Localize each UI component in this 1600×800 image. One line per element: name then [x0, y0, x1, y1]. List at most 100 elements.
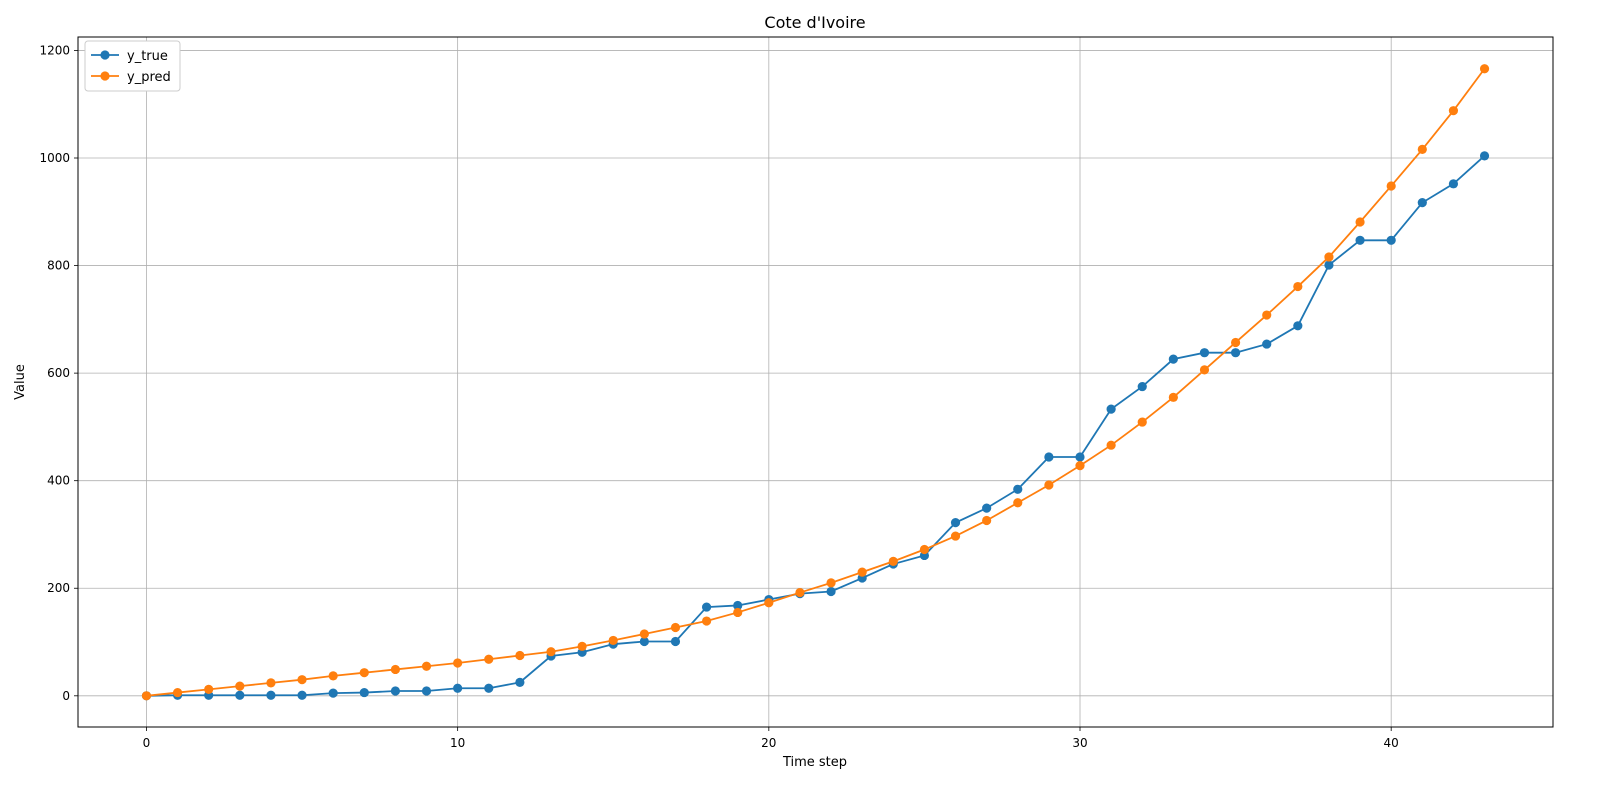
- data-point: [1199, 365, 1210, 375]
- data-point: [1324, 252, 1334, 262]
- data-point: [484, 683, 494, 693]
- data-point: [1106, 440, 1116, 450]
- data-point: [266, 690, 276, 700]
- series-line: [146, 155, 1486, 697]
- data-point: [297, 690, 307, 700]
- data-point: [1417, 198, 1427, 208]
- x-tick-label: 10: [450, 736, 465, 750]
- x-tick-label: 40: [1384, 736, 1399, 750]
- data-point: [172, 687, 183, 698]
- data-point: [390, 686, 401, 696]
- data-point: [421, 661, 432, 671]
- data-point: [515, 650, 525, 661]
- data-point: [328, 688, 338, 698]
- data-point: [204, 684, 214, 694]
- series-line: [146, 68, 1486, 697]
- y-tick-label: 600: [47, 366, 70, 380]
- data-point: [733, 600, 743, 611]
- legend-marker: [100, 50, 110, 60]
- x-axis-ticks: 0 10 20 30 40: [143, 727, 1399, 750]
- plot-frame: [77, 36, 1554, 728]
- data-point: [1479, 64, 1490, 74]
- data-point: [701, 616, 712, 626]
- data-point: [1262, 339, 1272, 349]
- legend: y_true y_pred: [84, 40, 181, 92]
- data-point: [1075, 461, 1085, 471]
- data-point: [701, 602, 712, 612]
- data-point: [1044, 452, 1054, 462]
- x-tick-label: 30: [1072, 736, 1087, 750]
- data-point: [359, 668, 369, 678]
- legend-label: y_pred: [127, 70, 171, 85]
- data-point: [297, 675, 307, 685]
- data-point: [484, 654, 494, 664]
- data-point: [1106, 404, 1116, 414]
- series-y_pred: [141, 64, 1490, 701]
- x-tick-label: 20: [761, 736, 776, 750]
- legend-marker: [100, 71, 110, 81]
- data-point: [1230, 348, 1241, 358]
- data-point: [235, 681, 245, 691]
- data-point: [235, 690, 245, 700]
- data-point: [1386, 181, 1396, 191]
- data-point: [1293, 281, 1303, 292]
- data-point: [1137, 381, 1147, 392]
- data-point: [1324, 260, 1334, 270]
- data-point: [1168, 354, 1178, 364]
- y-axis-label: Value: [13, 364, 28, 400]
- data-point: [1355, 217, 1365, 227]
- data-point: [857, 567, 867, 577]
- data-point: [546, 647, 556, 657]
- y-tick-label: 400: [47, 474, 70, 488]
- data-point: [919, 544, 930, 555]
- data-point: [733, 607, 743, 618]
- legend-label: y_true: [127, 49, 168, 64]
- data-point: [608, 635, 618, 646]
- grid-lines: [78, 37, 1553, 727]
- data-point: [670, 622, 681, 633]
- data-point: [453, 658, 463, 668]
- chart-title: Cote d'Ivoire: [764, 13, 865, 32]
- data-point: [359, 687, 369, 698]
- data-point: [1137, 417, 1147, 427]
- data-point: [421, 686, 432, 696]
- data-point: [826, 578, 836, 588]
- data-point: [266, 678, 276, 688]
- data-point: [328, 671, 338, 681]
- data-point: [764, 598, 774, 608]
- data-point: [826, 586, 836, 597]
- legend-item-y_pred: y_pred: [91, 70, 171, 85]
- data-point: [982, 515, 992, 526]
- data-point: [1230, 337, 1241, 348]
- data-point: [670, 636, 681, 647]
- data-point: [1199, 348, 1210, 358]
- data-point: [577, 641, 587, 651]
- data-point: [1013, 484, 1023, 494]
- y-axis-ticks: 0 200 400 600 800 1000 1200: [39, 43, 78, 703]
- series-layer: [141, 64, 1490, 701]
- data-point: [950, 518, 961, 528]
- data-point: [639, 629, 649, 639]
- data-point: [982, 503, 992, 513]
- data-point: [795, 587, 805, 598]
- y-tick-label: 0: [62, 689, 70, 703]
- data-point: [141, 691, 152, 701]
- data-point: [1293, 321, 1303, 331]
- data-point: [1386, 235, 1396, 245]
- data-point: [1262, 310, 1272, 320]
- data-point: [1448, 179, 1459, 189]
- data-point: [1075, 452, 1085, 462]
- data-point: [453, 683, 463, 693]
- series-y_true: [141, 151, 1490, 701]
- data-point: [1044, 480, 1054, 490]
- data-point: [390, 664, 401, 675]
- y-tick-label: 200: [47, 581, 70, 595]
- data-point: [1448, 106, 1459, 116]
- x-tick-label: 0: [143, 736, 151, 750]
- y-tick-label: 800: [47, 259, 70, 273]
- y-tick-label: 1000: [39, 151, 70, 165]
- data-point: [950, 531, 961, 541]
- data-point: [515, 677, 525, 687]
- data-point: [1355, 235, 1365, 245]
